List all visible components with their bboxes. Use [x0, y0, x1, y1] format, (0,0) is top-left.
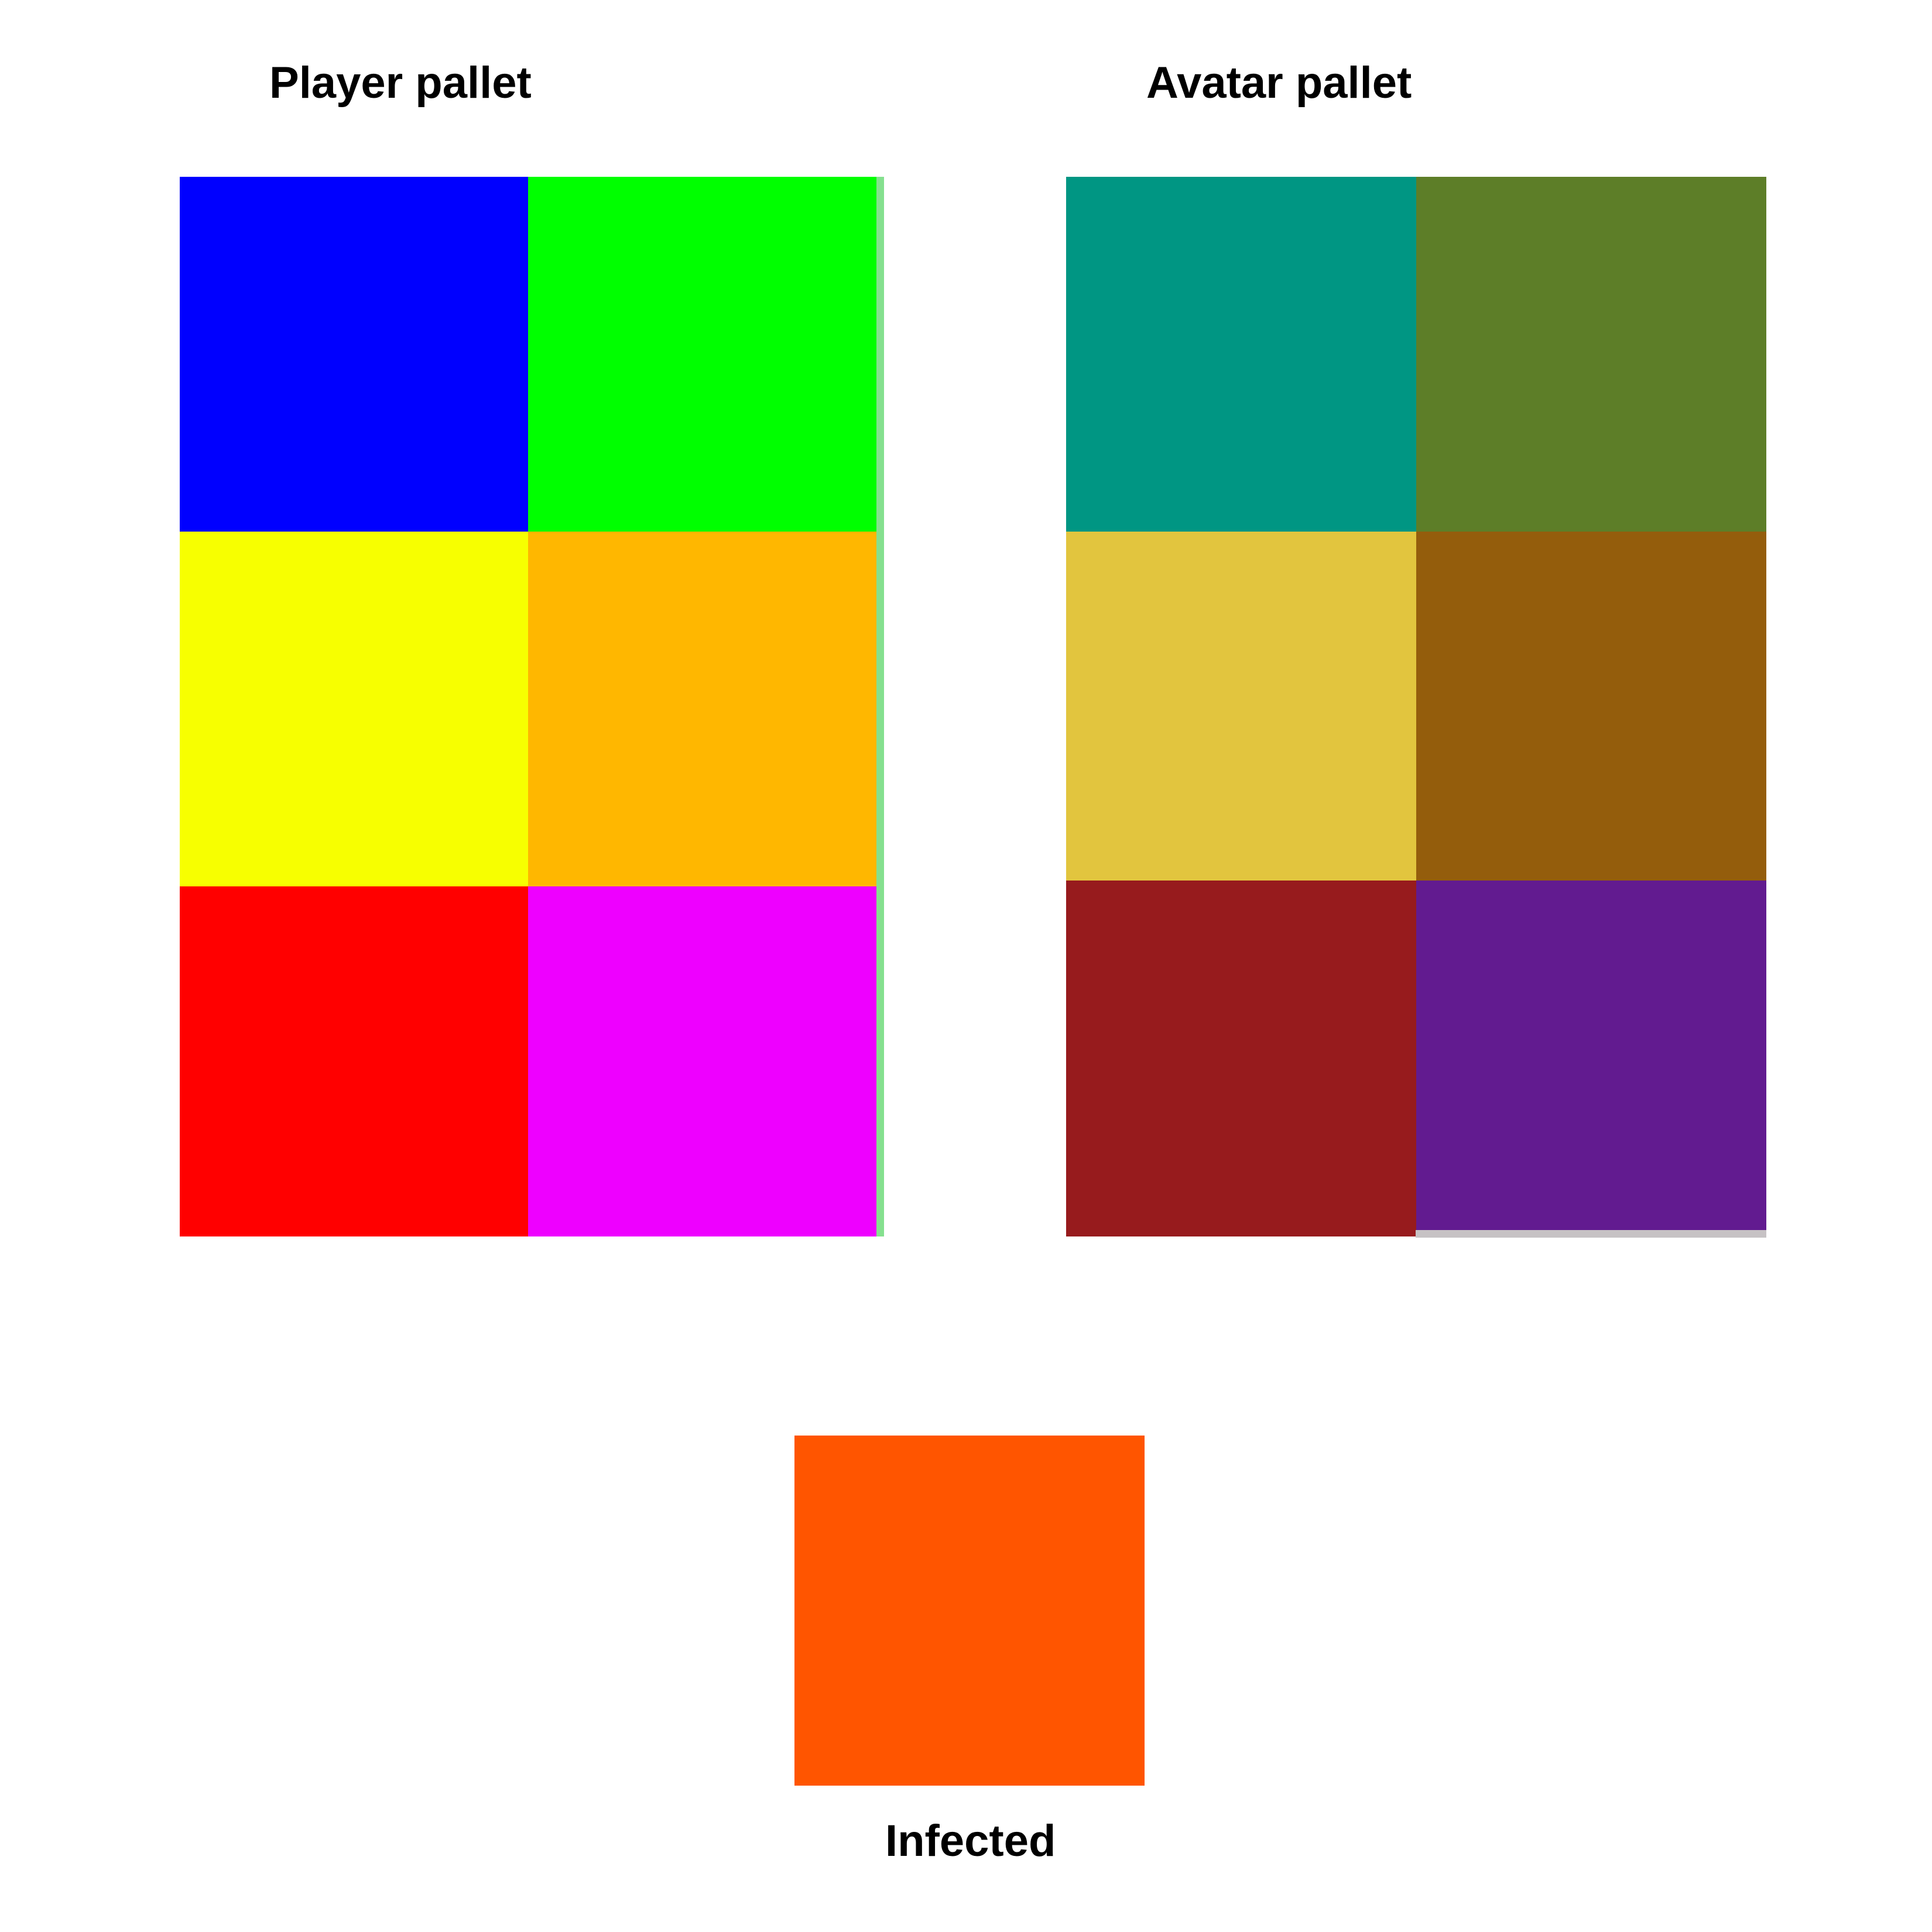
avatar-pallet-swatch-5 [1066, 881, 1416, 1236]
player-pallet-edge [876, 177, 884, 1236]
player-pallet-swatch-1 [180, 177, 528, 532]
player-pallet-swatch-3 [180, 532, 528, 886]
player-pallet-swatch-5 [180, 886, 528, 1236]
player-pallet-swatch-4 [528, 532, 876, 886]
avatar-pallet-swatch-1 [1066, 177, 1416, 532]
avatar-pallet-swatch-4 [1416, 532, 1766, 881]
player-pallet-title: Player pallet [269, 58, 532, 108]
avatar-pallet-title: Avatar pallet [1146, 58, 1412, 108]
player-pallet-swatch-2 [528, 177, 876, 532]
infected-label: Infected [885, 1816, 1056, 1866]
player-pallet-grid [180, 177, 886, 1236]
avatar-pallet-edge [1416, 1230, 1766, 1238]
avatar-pallet-grid [1066, 177, 1766, 1236]
avatar-pallet-swatch-2 [1416, 177, 1766, 532]
avatar-pallet-swatch-6 [1416, 881, 1766, 1230]
infected-swatch [794, 1436, 1145, 1786]
avatar-pallet-swatch-3 [1066, 532, 1416, 881]
player-pallet-swatch-6 [528, 886, 876, 1236]
